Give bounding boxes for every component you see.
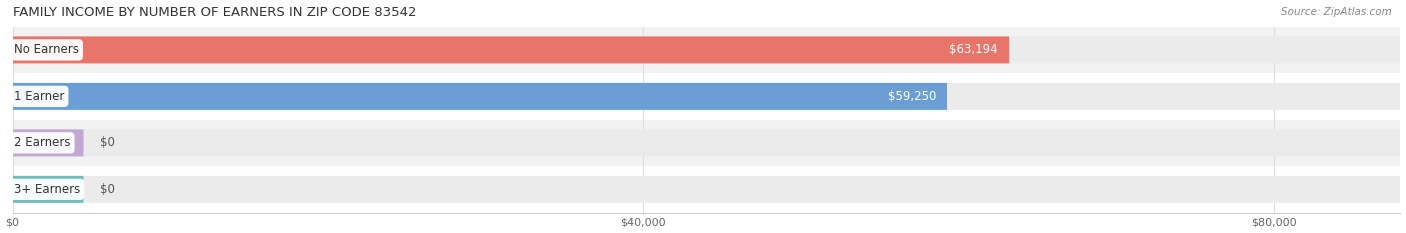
Bar xyxy=(13,73,1400,120)
Text: FAMILY INCOME BY NUMBER OF EARNERS IN ZIP CODE 83542: FAMILY INCOME BY NUMBER OF EARNERS IN ZI… xyxy=(13,6,416,19)
FancyBboxPatch shape xyxy=(13,36,1010,63)
Bar xyxy=(13,27,1400,73)
Bar xyxy=(13,166,1400,212)
Bar xyxy=(13,120,1400,166)
Text: $59,250: $59,250 xyxy=(887,90,936,103)
Text: Source: ZipAtlas.com: Source: ZipAtlas.com xyxy=(1281,7,1392,17)
FancyBboxPatch shape xyxy=(13,129,83,156)
FancyBboxPatch shape xyxy=(13,83,1400,110)
Text: $0: $0 xyxy=(100,136,115,149)
Text: $63,194: $63,194 xyxy=(949,43,998,56)
Text: 1 Earner: 1 Earner xyxy=(14,90,65,103)
Text: 2 Earners: 2 Earners xyxy=(14,136,70,149)
Text: 3+ Earners: 3+ Earners xyxy=(14,183,80,196)
Text: No Earners: No Earners xyxy=(14,43,79,56)
FancyBboxPatch shape xyxy=(13,83,948,110)
FancyBboxPatch shape xyxy=(13,36,1400,63)
FancyBboxPatch shape xyxy=(13,129,1400,156)
Text: $0: $0 xyxy=(100,183,115,196)
FancyBboxPatch shape xyxy=(13,176,1400,203)
FancyBboxPatch shape xyxy=(13,176,83,203)
